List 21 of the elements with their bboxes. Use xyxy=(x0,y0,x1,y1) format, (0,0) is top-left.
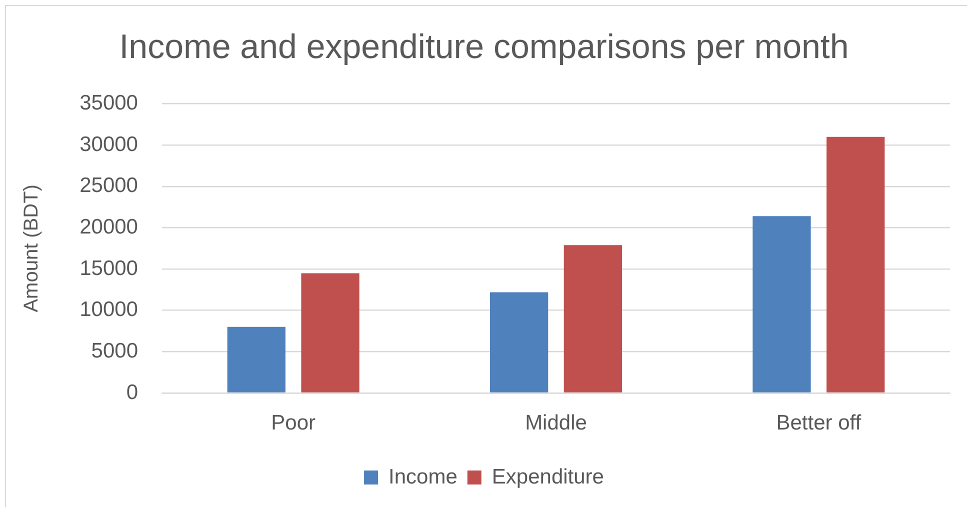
y-tick-label: 0 xyxy=(126,380,138,404)
y-tick-label: 10000 xyxy=(80,298,138,322)
x-tick-label: Middle xyxy=(525,411,587,434)
bar xyxy=(752,216,811,392)
bar xyxy=(826,136,885,392)
y-tick-label: 20000 xyxy=(80,216,138,239)
bar xyxy=(227,326,286,392)
legend-label: Income xyxy=(388,465,458,488)
bar xyxy=(490,292,548,392)
legend-label: Expenditure xyxy=(492,465,604,488)
y-tick-label: 25000 xyxy=(80,174,138,198)
bar xyxy=(564,245,622,392)
y-tick-label: 30000 xyxy=(80,132,138,156)
chart-title: Income and expenditure comparisons per month xyxy=(119,28,849,66)
x-tick-label: Poor xyxy=(271,411,316,434)
bar xyxy=(301,273,360,392)
y-tick-label: 35000 xyxy=(80,92,138,115)
y-tick-label: 5000 xyxy=(91,339,138,362)
y-tick-label: 15000 xyxy=(80,256,138,280)
x-tick-label: Better off xyxy=(776,411,862,434)
y-axis-title: Amount (BDT) xyxy=(20,184,43,312)
